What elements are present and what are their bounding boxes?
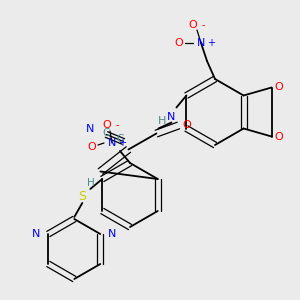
Text: -: - (201, 20, 205, 30)
Text: N: N (167, 112, 176, 122)
Text: O: O (274, 82, 283, 92)
Text: +: + (207, 38, 215, 48)
Text: N: N (108, 138, 116, 148)
Text: -: - (115, 120, 119, 130)
Text: H: H (158, 116, 166, 127)
Text: C: C (117, 134, 124, 145)
Text: O: O (88, 142, 96, 152)
Text: N: N (32, 229, 41, 239)
Text: S: S (78, 190, 86, 203)
Text: N: N (86, 124, 94, 134)
Text: O: O (274, 131, 283, 142)
Text: O: O (182, 121, 191, 130)
Text: +: + (118, 138, 126, 148)
Text: N: N (197, 38, 205, 48)
Text: O: O (175, 38, 183, 48)
Text: O: O (103, 120, 111, 130)
Text: C: C (103, 128, 110, 139)
Text: O: O (189, 20, 197, 30)
Text: N: N (108, 229, 116, 239)
Text: H: H (86, 178, 94, 188)
